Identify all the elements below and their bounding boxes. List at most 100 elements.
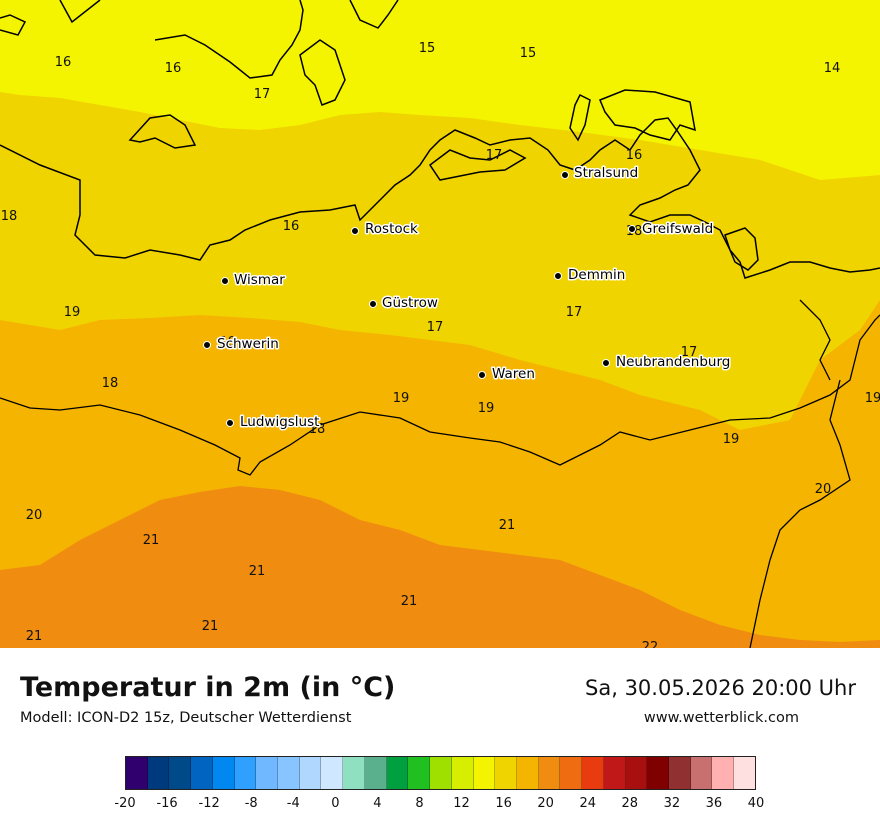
color-scale-swatch bbox=[278, 757, 300, 789]
color-scale-tick-label: 12 bbox=[453, 796, 470, 811]
color-scale-tick-label: -8 bbox=[244, 796, 258, 811]
color-scale-swatch bbox=[538, 757, 561, 789]
color-scale-swatch bbox=[625, 757, 648, 789]
color-scale-tick-label: 28 bbox=[621, 796, 639, 811]
city-label: Ludwigslust bbox=[240, 414, 319, 430]
grid-value: 19 bbox=[64, 305, 81, 320]
color-scale-swatch bbox=[495, 757, 517, 789]
color-scale-tick-label: 32 bbox=[663, 796, 681, 811]
grid-value: 20 bbox=[815, 482, 832, 497]
color-scale-swatch bbox=[668, 757, 691, 789]
grid-value: 19 bbox=[865, 391, 880, 406]
city-neubrandenburg[interactable]: Neubrandenburg bbox=[602, 353, 732, 372]
color-scale-swatch bbox=[299, 757, 322, 789]
color-scale-swatch bbox=[560, 757, 583, 789]
grid-value: 20 bbox=[26, 508, 43, 523]
grid-value: 17 bbox=[566, 305, 583, 320]
grid-value: 21 bbox=[249, 564, 266, 579]
grid-value: 21 bbox=[401, 594, 418, 609]
color-scale-swatch bbox=[343, 757, 365, 789]
color-scale-swatch bbox=[582, 757, 604, 789]
city-markers: Stralsund Greifswald Rostock Wismar Demm… bbox=[203, 164, 732, 432]
color-scale-swatch bbox=[734, 757, 755, 789]
city-demmin[interactable]: Demmin bbox=[554, 266, 627, 285]
grid-value: 18 bbox=[102, 376, 119, 391]
city-wismar[interactable]: Wismar bbox=[221, 271, 287, 290]
color-scale-tick-label: -20 bbox=[114, 796, 136, 811]
grid-value: 17 bbox=[681, 345, 698, 360]
city-label: Greifswald bbox=[642, 221, 713, 237]
color-scale-swatch bbox=[234, 757, 257, 789]
color-scale-swatch bbox=[430, 757, 452, 789]
city-label: Waren bbox=[492, 366, 535, 382]
forecast-datetime: Sa, 30.05.2026 20:00 Uhr bbox=[585, 676, 856, 700]
color-scale-tick-label: 24 bbox=[579, 796, 596, 811]
city-label: Schwerin bbox=[217, 336, 279, 352]
map-title: Temperatur in 2m (in °C) bbox=[20, 672, 396, 703]
grid-value: 18 bbox=[1, 209, 18, 224]
grid-value: 15 bbox=[520, 46, 537, 61]
temperature-map: 16 16 17 15 15 14 17 16 18 16 18 19 17 1… bbox=[0, 0, 880, 648]
grid-value: 19 bbox=[393, 391, 410, 406]
color-scale-swatch bbox=[690, 757, 713, 789]
grid-value: 16 bbox=[55, 55, 72, 70]
city-ludwigslust[interactable]: Ludwigslust bbox=[226, 413, 321, 432]
city-label: Güstrow bbox=[382, 295, 438, 311]
color-scale-swatch bbox=[147, 757, 170, 789]
color-scale-tick-label: 16 bbox=[495, 796, 512, 811]
grid-value: 16 bbox=[283, 219, 300, 234]
grid-value: 19 bbox=[478, 401, 495, 416]
city-stralsund[interactable]: Stralsund bbox=[561, 164, 640, 183]
website-link[interactable]: www.wetterblick.com bbox=[643, 710, 799, 726]
city-label: Stralsund bbox=[574, 165, 638, 181]
color-scale-swatch bbox=[364, 757, 387, 789]
grid-value: 22 bbox=[642, 640, 659, 648]
color-scale-tick-label: -16 bbox=[156, 796, 178, 811]
grid-value: 14 bbox=[824, 61, 841, 76]
color-scale bbox=[125, 756, 756, 790]
city-waren[interactable]: Waren bbox=[478, 365, 536, 384]
city-label: Neubrandenburg bbox=[616, 354, 730, 370]
color-scale-tick-label: 8 bbox=[415, 796, 424, 811]
color-scale-swatch bbox=[191, 757, 213, 789]
model-credit: Modell: ICON-D2 15z, Deutscher Wetterdie… bbox=[20, 710, 352, 726]
color-scale-swatch bbox=[321, 757, 344, 789]
color-scale-swatch bbox=[712, 757, 735, 789]
color-scale-swatch bbox=[647, 757, 669, 789]
color-scale-tick-label: 20 bbox=[537, 796, 554, 811]
city-schwerin[interactable]: Schwerin bbox=[203, 335, 280, 354]
grid-value: 21 bbox=[202, 619, 219, 634]
grid-value: 18 bbox=[309, 422, 326, 437]
grid-value: 16 bbox=[626, 148, 643, 163]
grid-value: 21 bbox=[499, 518, 516, 533]
city-rostock[interactable]: Rostock bbox=[351, 220, 420, 239]
grid-value: 17 bbox=[486, 148, 503, 163]
color-scale-tick-label: -12 bbox=[198, 796, 220, 811]
temp-band-16-18 bbox=[0, 90, 880, 430]
city-greifswald[interactable]: Greifswald bbox=[628, 220, 715, 239]
color-scale-swatch bbox=[603, 757, 626, 789]
color-scale-swatch bbox=[408, 757, 431, 789]
state-borders bbox=[0, 299, 880, 648]
color-scale-swatch bbox=[386, 757, 409, 789]
map-footer: Temperatur in 2m (in °C) Modell: ICON-D2… bbox=[0, 648, 880, 830]
color-scale-tick-label: -4 bbox=[286, 796, 300, 811]
city-guestrow[interactable]: Güstrow bbox=[369, 294, 439, 313]
temp-band-14-16 bbox=[0, 0, 880, 180]
color-scale-swatch bbox=[516, 757, 539, 789]
color-scale-swatch bbox=[451, 757, 474, 789]
city-label: Wismar bbox=[234, 272, 285, 288]
color-scale-tick-label: 4 bbox=[373, 796, 382, 811]
grid-value: 21 bbox=[26, 629, 43, 644]
city-label: Demmin bbox=[568, 267, 625, 283]
color-scale-swatch bbox=[212, 757, 235, 789]
coastline bbox=[0, 0, 880, 279]
grid-value: 17 bbox=[427, 320, 444, 335]
grid-value: 21 bbox=[143, 533, 160, 548]
grid-value: 19 bbox=[723, 432, 740, 447]
color-scale-swatch bbox=[256, 757, 279, 789]
grid-value: 19 bbox=[220, 335, 237, 350]
color-scale-swatch bbox=[169, 757, 192, 789]
grid-value: 17 bbox=[254, 87, 271, 102]
color-scale-tick-label: 40 bbox=[747, 796, 765, 811]
